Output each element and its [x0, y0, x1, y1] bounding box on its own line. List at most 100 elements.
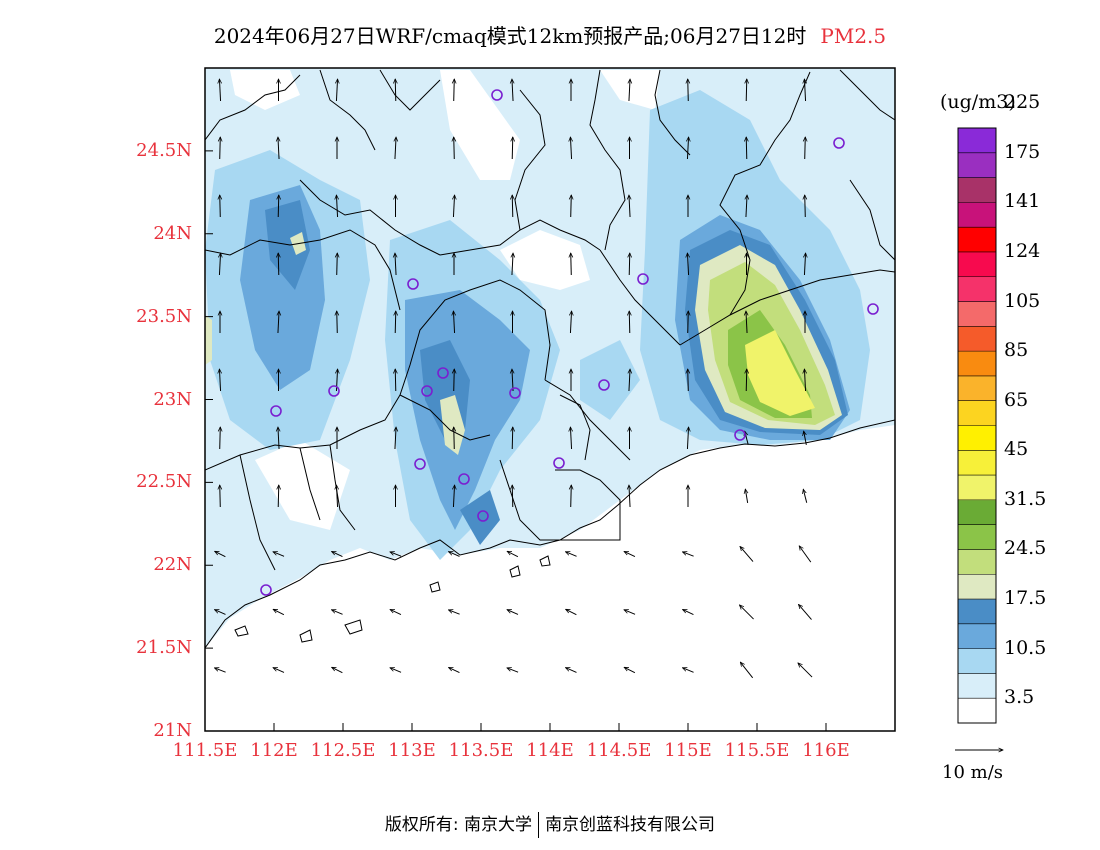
- wind-arrow: [571, 195, 572, 218]
- wind-arrow: [571, 485, 572, 508]
- wind-arrow: [453, 195, 454, 218]
- wind-arrow: [746, 79, 747, 102]
- wind-arrow: [688, 311, 689, 334]
- wind-arrow: [219, 369, 220, 392]
- wind-arrow: [746, 195, 747, 218]
- lon-label: 113.5E: [448, 740, 514, 761]
- wind-arrow: [798, 604, 812, 620]
- colorbar-label: 85: [1004, 339, 1029, 362]
- wind-arrow: [512, 137, 513, 160]
- wind-arrow: [454, 79, 455, 102]
- boundaries: [205, 69, 895, 649]
- colorbar: [957, 127, 997, 724]
- colorbar-label: 17.5: [1004, 587, 1047, 610]
- wind-arrow: [565, 552, 577, 557]
- wind-arrow: [805, 137, 806, 160]
- wind-arrow: [395, 253, 396, 276]
- station-marker: [458, 473, 470, 485]
- wind-arrow: [395, 427, 396, 450]
- colorbar-swatch: [958, 499, 996, 525]
- wind-arrow: [507, 550, 519, 558]
- colorbar-label: 45: [1004, 438, 1029, 461]
- colorbar-swatch: [958, 549, 996, 575]
- lon-label: 116E: [802, 740, 850, 761]
- wind-arrow: [799, 546, 812, 563]
- colorbar-label: 124: [1004, 239, 1041, 262]
- sea-low-region: [205, 425, 895, 731]
- colorbar-label: 225: [1004, 91, 1041, 114]
- colorbar-label: 3.5: [1004, 686, 1035, 709]
- wind-arrow: [512, 369, 513, 392]
- wind-arrow: [804, 79, 805, 102]
- islands: [234, 555, 551, 643]
- wind-arrow: [566, 667, 577, 673]
- wind-arrow: [687, 253, 688, 276]
- station-marker: [407, 278, 419, 290]
- colorbar-swatch: [958, 301, 996, 327]
- wind-arrow: [220, 137, 221, 160]
- station-marker: [553, 457, 565, 469]
- wind-arrow: [395, 137, 396, 160]
- colorbar-unit: (ug/m3): [940, 91, 1016, 113]
- wind-arrow: [804, 253, 805, 276]
- wind-arrow: [278, 311, 279, 334]
- lon-label: 115E: [664, 740, 712, 761]
- colorbar-label: 105: [1004, 289, 1041, 312]
- wind-arrow: [215, 550, 226, 558]
- wind-arrow: [453, 485, 454, 508]
- wind-key-label: 10 m/s: [942, 762, 1003, 783]
- colorbar-swatch: [958, 524, 996, 550]
- station-marker: [867, 303, 879, 315]
- wind-arrow: [337, 253, 338, 276]
- lon-label: 114E: [526, 740, 574, 761]
- wind-arrow: [740, 546, 754, 562]
- lat-label: 21.5N: [136, 637, 192, 659]
- wind-arrow: [215, 609, 226, 615]
- wind-arrow: [220, 485, 221, 508]
- wind-arrow: [688, 369, 689, 392]
- colorbar-swatch: [958, 648, 996, 674]
- wind-arrow: [571, 253, 572, 276]
- wind-arrow: [746, 137, 747, 160]
- wind-arrow: [629, 485, 630, 508]
- station-marker: [734, 429, 746, 441]
- axis-ticks: [204, 150, 827, 732]
- wind-arrow: [512, 195, 513, 218]
- wind-arrow: [219, 253, 220, 276]
- wind-arrow: [395, 369, 396, 392]
- wind-arrow: [273, 552, 285, 557]
- wind-arrow: [336, 195, 337, 218]
- colorbar-label: 10.5: [1004, 636, 1047, 659]
- wind-arrow: [390, 552, 402, 557]
- low-patch: [500, 230, 590, 290]
- colorbar-swatch: [958, 475, 996, 501]
- colorbar-swatch: [958, 375, 996, 402]
- station-marker: [477, 510, 489, 522]
- wind-arrow: [507, 668, 519, 673]
- wind-arrow: [453, 311, 454, 334]
- colorbar-swatch: [958, 425, 996, 451]
- wind-arrow: [512, 485, 513, 508]
- title-variable: PM2.5: [820, 24, 887, 48]
- low-patch: [440, 70, 520, 180]
- wind-arrow: [449, 551, 460, 557]
- contour-10-5: [580, 340, 640, 420]
- contour-65: [745, 330, 815, 416]
- wind-arrow: [570, 137, 571, 160]
- station-marker: [509, 387, 521, 399]
- colorbar-swatch: [958, 623, 996, 649]
- wind-arrow: [454, 369, 455, 392]
- wind-arrow: [805, 195, 806, 218]
- colorbar-swatch: [958, 450, 996, 476]
- colorbar-swatch: [958, 351, 996, 377]
- contour-24-5: [205, 315, 212, 365]
- wind-arrow: [570, 311, 571, 334]
- station-marker: [328, 385, 340, 397]
- colorbar-swatch: [958, 673, 996, 699]
- lon-label: 115.5E: [724, 740, 790, 761]
- wind-arrow: [629, 369, 630, 392]
- wind-arrow: [746, 311, 747, 334]
- wind-arrow: [629, 79, 630, 102]
- wind-arrow: [629, 253, 630, 276]
